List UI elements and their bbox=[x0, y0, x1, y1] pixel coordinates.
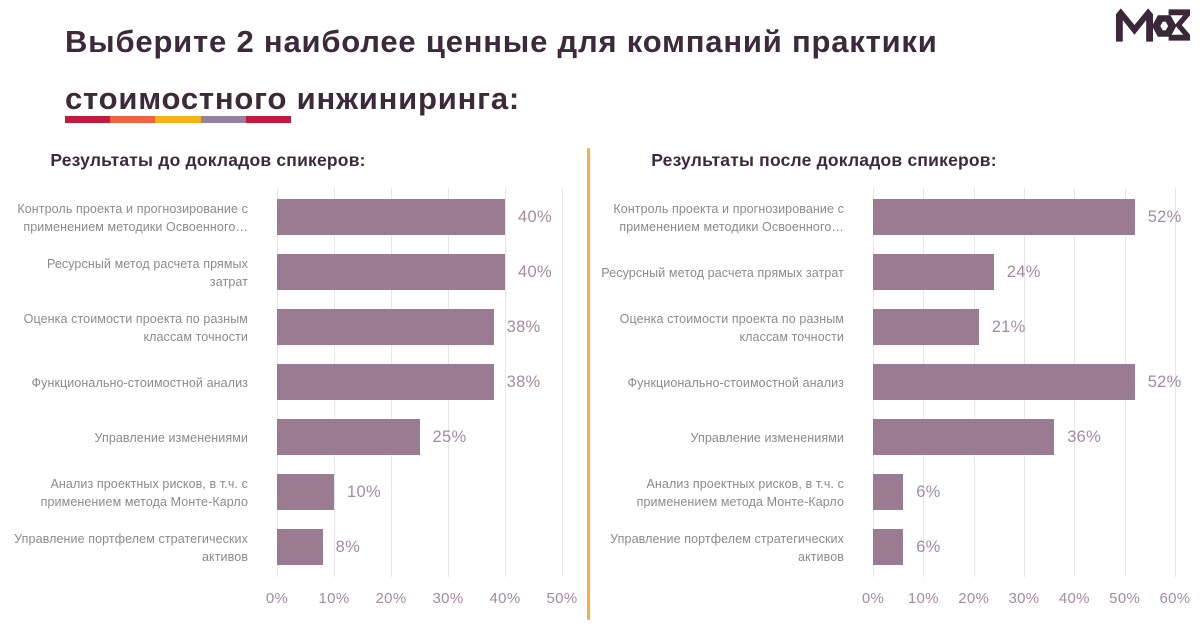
category-label: Контроль проекта и прогнозирование с при… bbox=[17, 201, 248, 234]
value-label: 6% bbox=[916, 482, 941, 501]
chart-before-title: Результаты до докладов спикеров: bbox=[50, 150, 366, 170]
axis-tick-label: 30% bbox=[432, 590, 464, 607]
bar bbox=[873, 474, 904, 510]
category-label: Контроль проекта и прогнозирование с при… bbox=[613, 201, 844, 234]
title-accent-bar bbox=[65, 116, 292, 123]
chart-after-talks: Результаты после докладов спикеров: 0% 10… bbox=[600, 148, 1200, 626]
bar bbox=[277, 309, 494, 345]
gridline bbox=[562, 188, 563, 577]
value-label: 25% bbox=[432, 427, 467, 446]
bar bbox=[873, 199, 1135, 235]
bar bbox=[277, 199, 505, 235]
accent-segment bbox=[65, 116, 111, 123]
bar bbox=[277, 529, 323, 565]
value-label: 38% bbox=[506, 372, 541, 391]
category-label: Управление портфелем стратегических акти… bbox=[610, 531, 844, 564]
axis-tick-label: 30% bbox=[1008, 590, 1040, 607]
bar bbox=[873, 419, 1055, 455]
category-label: Функционально-стоимостной анализ bbox=[31, 375, 248, 390]
accent-segment bbox=[200, 116, 246, 123]
axis-tick-label: 20% bbox=[375, 590, 407, 607]
axis-tick-label: 10% bbox=[907, 590, 939, 607]
page-title: Выберите 2 наиболее ценные для компаний … bbox=[65, 24, 938, 116]
category-label: Ресурсный метод расчета прямых затрат bbox=[601, 265, 844, 280]
chart-after-title: Результаты после докладов спикеров: bbox=[651, 150, 997, 170]
axis-tick-label: 50% bbox=[546, 590, 578, 607]
category-label: Ресурсный метод расчета прямых затрат bbox=[46, 256, 248, 289]
bar bbox=[277, 254, 505, 290]
category-label: Управление портфелем стратегических акти… bbox=[14, 531, 248, 564]
category-label: Анализ проектных рисков, в т.ч. с примен… bbox=[40, 476, 248, 509]
category-label: Оценка стоимости проекта по разным класс… bbox=[619, 311, 844, 344]
chart-before-talks: Результаты до докладов спикеров: 0% 10% 20… bbox=[8, 148, 586, 626]
accent-segment bbox=[245, 116, 292, 123]
bar bbox=[873, 364, 1135, 400]
category-label: Оценка стоимости проекта по разным класс… bbox=[23, 311, 248, 344]
value-label: 40% bbox=[518, 207, 552, 226]
value-label: 52% bbox=[1147, 207, 1182, 226]
accent-segment bbox=[110, 116, 156, 123]
gridline bbox=[1174, 188, 1176, 577]
bar bbox=[277, 419, 420, 455]
axis-tick-label: 50% bbox=[1109, 590, 1141, 607]
value-label: 36% bbox=[1067, 427, 1102, 446]
gridline bbox=[505, 188, 506, 577]
bar bbox=[277, 364, 494, 400]
value-label: 40% bbox=[518, 262, 552, 281]
bar bbox=[873, 254, 994, 290]
charts-divider bbox=[587, 148, 590, 620]
category-label: Анализ проектных рисков, в т.ч. с примен… bbox=[636, 476, 844, 509]
bar bbox=[873, 529, 904, 565]
category-label: Управление изменениями bbox=[690, 430, 844, 445]
value-label: 21% bbox=[991, 317, 1026, 336]
axis-tick-label: 40% bbox=[489, 590, 521, 607]
value-label: 38% bbox=[506, 317, 541, 336]
value-label: 8% bbox=[335, 537, 361, 556]
value-label: 52% bbox=[1147, 372, 1182, 391]
value-label: 6% bbox=[916, 537, 941, 556]
accent-segment bbox=[155, 116, 201, 123]
axis-tick-label: 40% bbox=[1058, 590, 1090, 607]
axis-tick-label: 0% bbox=[861, 590, 885, 607]
axis-tick-label: 60% bbox=[1159, 590, 1191, 607]
axis-tick-label: 20% bbox=[958, 590, 990, 607]
value-label: 24% bbox=[1006, 262, 1041, 281]
category-label: Управление изменениями bbox=[94, 430, 248, 445]
category-label: Функционально-стоимостной анализ bbox=[627, 375, 844, 390]
axis-tick-label: 0% bbox=[265, 590, 289, 607]
value-label: 10% bbox=[347, 482, 381, 501]
axis-tick-label: 10% bbox=[318, 590, 350, 607]
bar bbox=[277, 474, 334, 510]
brand-logo-icon bbox=[1115, 8, 1191, 42]
bar bbox=[873, 309, 979, 345]
